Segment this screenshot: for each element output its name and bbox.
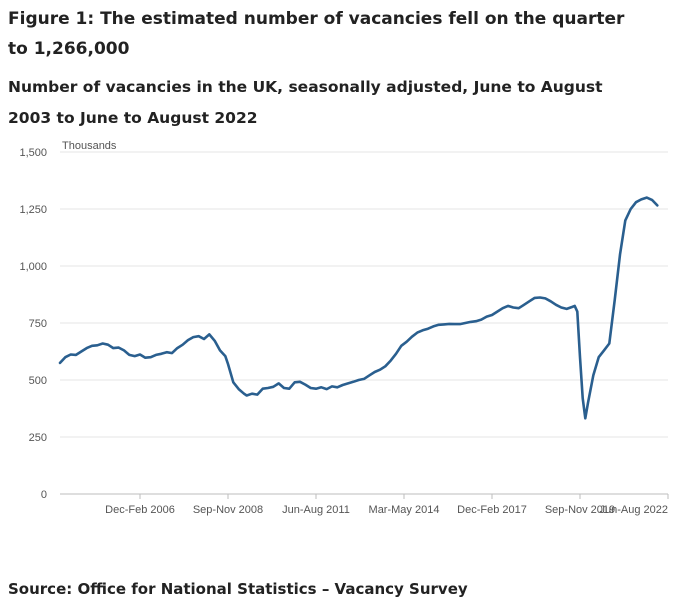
y-tick-label: 0 [41, 489, 47, 501]
x-tick-label: Dec-Feb 2017 [457, 504, 527, 516]
x-tick-label: Sep-Nov 2008 [193, 504, 263, 516]
gridlines [60, 151, 668, 495]
y-tick-label: 750 [29, 318, 47, 330]
y-tick-label: 1,250 [19, 204, 47, 216]
x-tick-label: Dec-Feb 2006 [105, 504, 175, 516]
series-line-vacancies [58, 196, 659, 420]
series-group [58, 196, 659, 420]
y-tick-label: 500 [29, 375, 47, 387]
x-tick-label: Mar-May 2014 [369, 504, 440, 516]
x-tick-label: Sep-Nov 2019 [545, 504, 615, 516]
y-tick-label: 1,500 [19, 147, 47, 159]
x-axis: Dec-Feb 2006 Sep-Nov 2008 Jun-Aug 2011 Mar-… [105, 494, 669, 516]
chart-subtitle: Number of vacancies in the UK, seasonall… [8, 78, 603, 127]
y-tick-label: 1,000 [19, 261, 47, 273]
y-axis-ticks: 0 250 500 750 1,000 1,250 1,500 [19, 147, 47, 501]
y-tick-label: 250 [29, 432, 47, 444]
x-tick-label: Jun-Aug 2011 [282, 504, 350, 516]
source-note: Source: Office for National Statistics –… [8, 580, 468, 598]
chart-title: Figure 1: The estimated number of vacanc… [8, 9, 625, 59]
y-axis-unit-label: Thousands [62, 140, 117, 152]
x-tick-label: Jun-Aug 2022 [600, 504, 669, 516]
